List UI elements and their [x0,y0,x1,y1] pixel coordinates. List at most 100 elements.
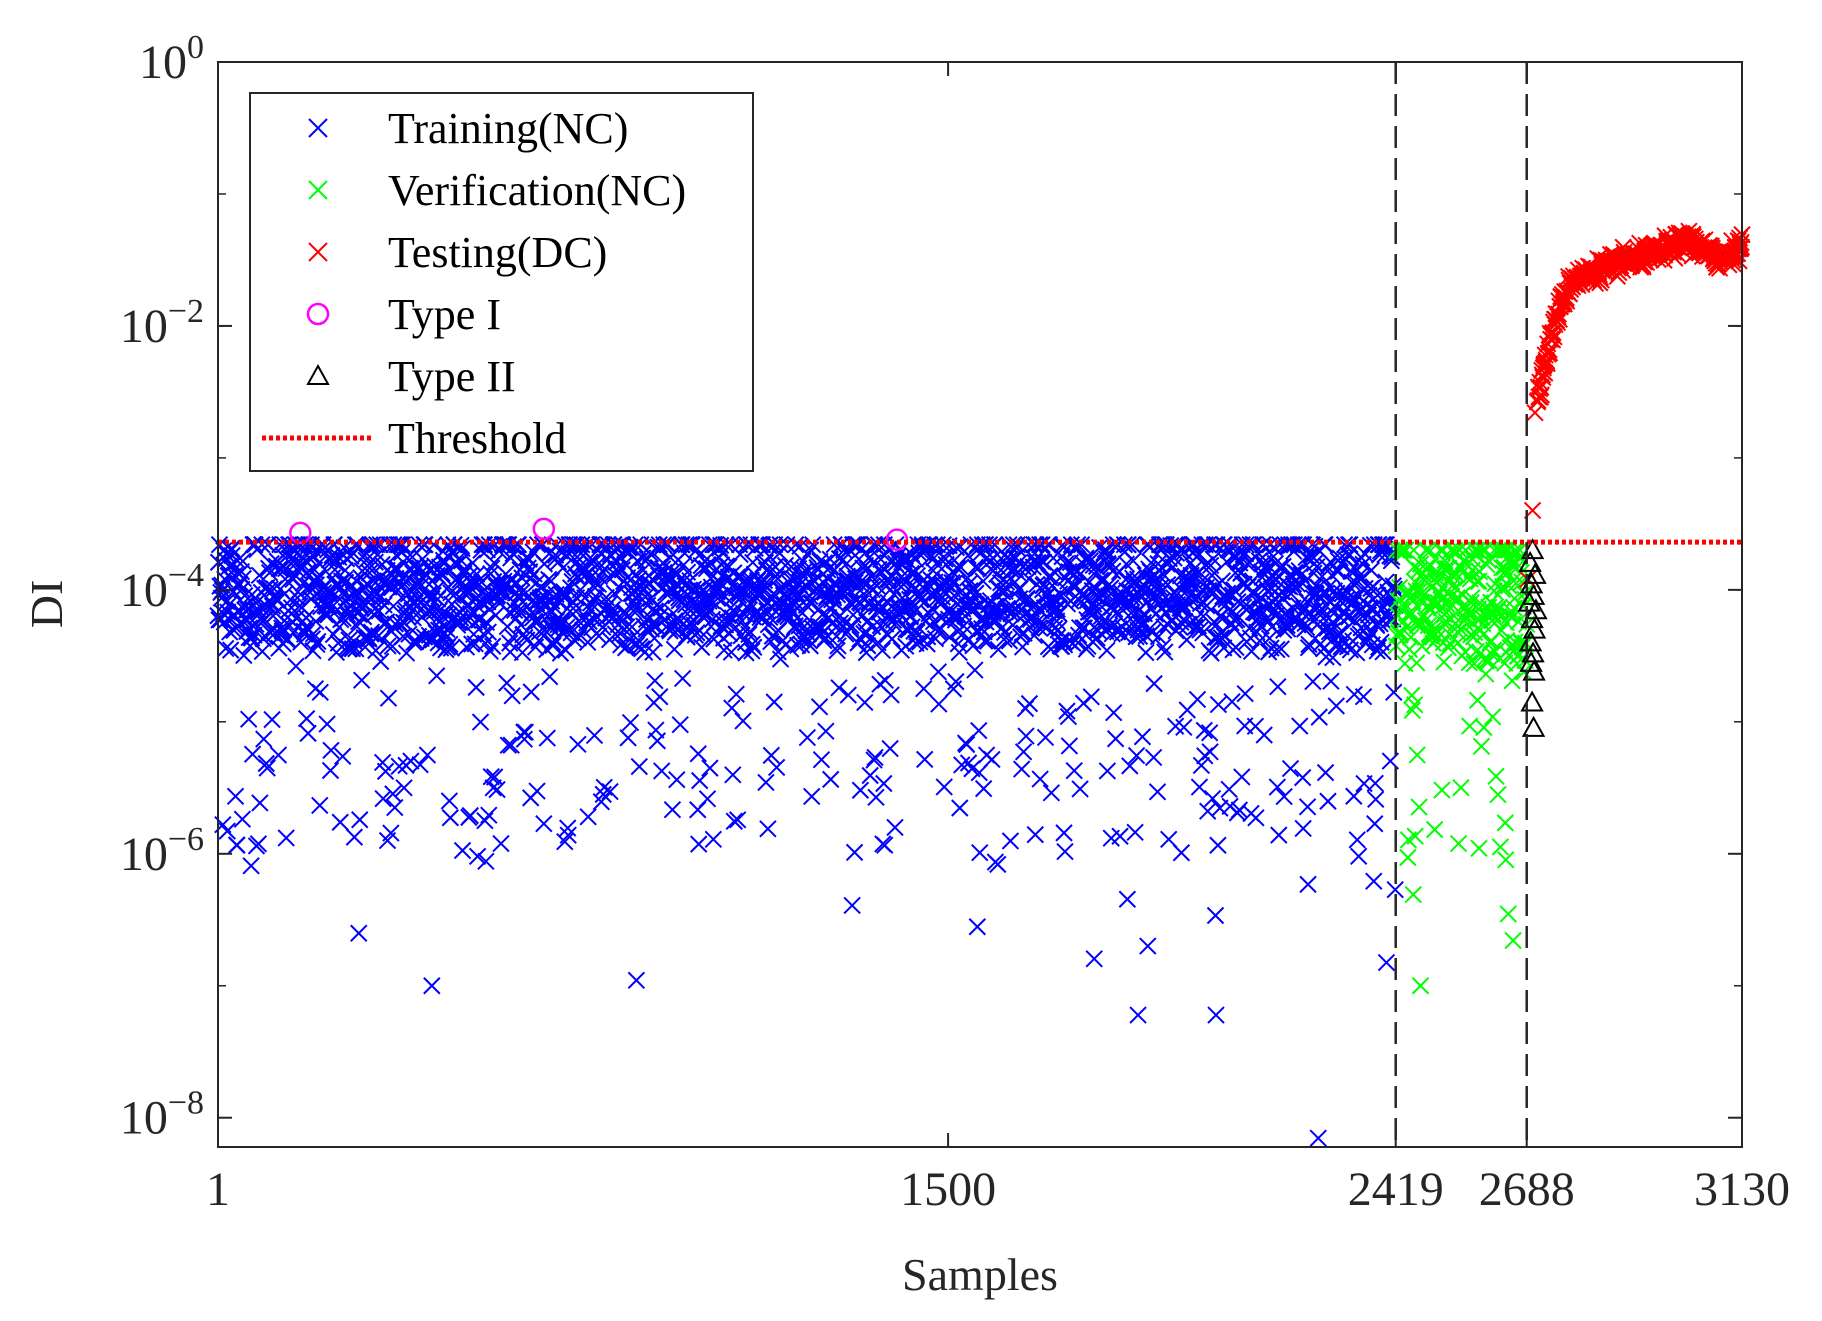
training-point [441,635,459,654]
training-point [226,787,245,806]
training-point [535,555,554,573]
verification-point [1403,701,1421,720]
verification-point [1503,557,1522,576]
training-point [1172,844,1191,862]
training-point [471,713,490,731]
training-point [284,570,302,589]
training-point [416,535,434,554]
training-point [1268,778,1287,796]
training-point [354,608,373,626]
training-point [626,535,645,554]
training-point [762,746,781,765]
training-point [842,616,860,635]
training-point [916,750,934,769]
training-point [1202,644,1220,662]
verification-point [1449,634,1467,652]
training-point [436,624,454,643]
training-point [689,745,707,763]
training-point [386,798,404,817]
training-point [1268,640,1286,659]
training-point [477,852,495,871]
verification-point [1491,838,1510,856]
verification-point [1511,541,1529,559]
training-point [269,746,288,764]
training-point [698,790,717,808]
training-point [803,535,822,554]
training-point [1059,707,1078,726]
x-tick-label: 3130 [1694,1163,1790,1216]
training-point [635,643,654,662]
training-point [601,782,619,801]
training-point [865,751,883,769]
verification-point [1397,541,1415,559]
training-point [825,535,843,554]
training-point [503,687,521,705]
training-point [1060,737,1079,755]
training-point [515,730,534,748]
training-point [651,688,669,706]
training-point [1299,875,1317,894]
training-point [1126,823,1144,841]
training-point [759,616,778,634]
training-point [1272,640,1290,658]
training-point [1154,565,1173,584]
training-point [935,778,953,796]
training-point [1242,642,1261,661]
training-point [737,644,755,662]
training-point [776,556,795,575]
x-axis-label: Samples [902,1249,1058,1300]
training-point [521,563,539,581]
verification-point [1408,746,1426,764]
training-point [1377,535,1396,554]
training-point [1286,579,1305,598]
training-point [734,712,752,730]
training-point [1042,640,1060,658]
training-point [534,535,552,554]
training-point [255,610,273,629]
y-tick-label: 100 [139,29,204,89]
training-point [1348,831,1366,849]
training-point [447,555,465,574]
legend-label: Threshold [388,414,566,463]
training-point [388,535,406,554]
verification-point [1467,541,1486,559]
training-point [648,732,667,750]
training-point [333,747,352,766]
training-point [1320,578,1338,596]
training-point [239,710,258,728]
training-point [390,757,408,776]
verification-point [1475,718,1493,737]
training-point [1237,535,1255,554]
training-point [838,554,856,573]
training-point [1110,620,1128,638]
training-point [578,633,597,652]
training-point [1045,595,1063,614]
training-point [1149,627,1168,646]
training-point [1213,572,1232,590]
training-point [878,576,896,595]
training-point [968,918,987,936]
training-point [1223,693,1241,711]
training-point [743,635,762,653]
type-2-marker [1520,690,1544,712]
verification-point [1462,589,1481,607]
y-tick-label: 10−6 [120,821,204,881]
training-point [480,535,498,554]
training-point [974,779,993,798]
training-point [915,679,933,698]
training-point [1218,589,1236,607]
training-point [488,780,506,799]
training-point [810,698,829,716]
training-point [970,721,988,740]
training-point [1121,757,1139,775]
training-point [481,642,499,661]
training-point [860,548,879,566]
legend-marker [308,118,328,138]
training-point [468,847,487,866]
training-point [743,642,761,660]
training-point [947,672,965,691]
training-point [1327,697,1345,715]
training-point [974,572,992,590]
training-point [1345,787,1363,805]
legend-label: Testing(DC) [388,228,607,277]
